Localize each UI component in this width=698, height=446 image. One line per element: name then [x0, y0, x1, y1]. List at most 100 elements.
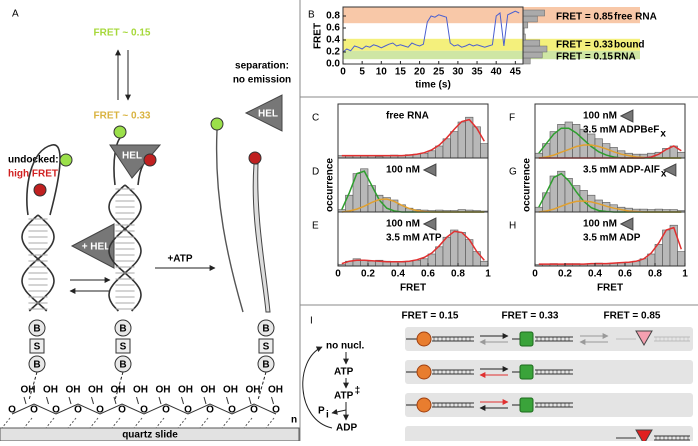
label: OH: [223, 385, 238, 396]
label: quartz slide: [122, 430, 178, 441]
helicase-icon: [422, 163, 437, 177]
subscript: x: [661, 169, 667, 180]
label: OH: [43, 385, 58, 396]
dye: [210, 117, 224, 131]
condition: 100 nM: [386, 165, 420, 176]
silane: [177, 417, 187, 429]
y-axis-title: occurrence: [325, 158, 336, 212]
label: O: [8, 405, 16, 416]
marginal-bar: [522, 15, 538, 23]
rna-single: [215, 129, 244, 313]
x-axis-title: time (s): [415, 80, 451, 91]
x-axis-title: FRET: [597, 283, 623, 294]
x-tick-label: 30: [452, 67, 464, 78]
y-tick-label: 0.0: [326, 59, 340, 70]
histogram-bar: [442, 236, 451, 267]
bond: [181, 396, 184, 405]
helicase-closed: [519, 331, 534, 347]
plot-frame: [342, 6, 524, 65]
label: B: [262, 360, 269, 371]
bond: [203, 396, 207, 405]
dye: [113, 125, 127, 139]
label: FRET = 0.15: [556, 52, 613, 63]
label: OH: [111, 385, 126, 396]
label: ‡: [355, 386, 361, 397]
helicase-open: [416, 331, 432, 347]
bond: [91, 396, 94, 405]
y-tick-label: 0.2: [326, 47, 340, 58]
x-tick-label: 20: [414, 67, 426, 78]
fit-curve: [341, 118, 485, 157]
label: O: [162, 405, 170, 416]
x-tick-label: 0.6: [421, 269, 435, 280]
silane: [199, 417, 209, 429]
helicase-icon: [619, 109, 634, 123]
rna-strand: [21, 214, 55, 312]
line: [331, 408, 347, 415]
silane: [89, 417, 99, 429]
label: high FRET: [8, 169, 58, 180]
x-tick-label: 5: [359, 67, 365, 78]
silane: [1, 417, 11, 429]
label: I: [310, 316, 313, 327]
histogram-bar: [427, 150, 436, 159]
subscript: x: [660, 129, 666, 140]
label: +ATP: [167, 254, 192, 265]
label: O: [250, 405, 258, 416]
label: HEL: [258, 109, 278, 120]
marginal-bar: [522, 39, 541, 47]
histogram-bar: [427, 253, 436, 267]
label: ATP: [334, 391, 354, 402]
condition: 100 nM: [386, 219, 420, 230]
panel-label: D: [312, 167, 319, 178]
label: OH: [178, 385, 193, 396]
histogram-bar: [677, 151, 686, 159]
silane: [23, 417, 33, 429]
label: O: [118, 405, 126, 416]
plot-frame: [337, 211, 489, 267]
label: S: [34, 342, 41, 353]
label: OH: [201, 385, 216, 396]
label: FRET ~ 0.33: [94, 111, 151, 122]
helicase: [70, 223, 115, 269]
biotin: [257, 319, 275, 337]
condition: 100 nM: [583, 111, 617, 122]
bond: [46, 396, 49, 405]
rna-strand: [108, 184, 142, 312]
panel-label: H: [509, 221, 516, 232]
bond: [158, 396, 162, 405]
helicase-open: [416, 364, 432, 380]
x-tick-label: 0: [532, 269, 538, 280]
marginal-bar: [522, 9, 545, 17]
rna-duplex: [252, 163, 271, 313]
condition: 100 nM: [583, 219, 617, 230]
marginal-bar: [522, 45, 548, 53]
marginal-bar: [522, 57, 531, 65]
streptavidin: [29, 338, 45, 354]
biotin: [114, 319, 132, 337]
helicase-open: [416, 397, 432, 413]
label: S: [263, 342, 270, 353]
histogram-bar: [457, 121, 466, 159]
label: O: [272, 405, 280, 416]
label: B: [33, 360, 40, 371]
condition: free RNA: [386, 111, 429, 122]
label: bound: [614, 39, 645, 50]
rna-strand: [108, 184, 142, 312]
bond: [23, 396, 27, 405]
label: O: [206, 405, 214, 416]
label: O: [52, 405, 60, 416]
silane: [45, 417, 55, 429]
x-tick-label: 1: [485, 269, 491, 280]
x-tick-label: 40: [491, 67, 503, 78]
label: FRET = 0.85: [604, 311, 661, 322]
label: i: [326, 410, 329, 421]
y-axis-title: occurrence: [522, 158, 533, 212]
x-tick-label: 15: [395, 67, 407, 78]
x-axis-title: FRET: [400, 283, 426, 294]
dye: [33, 183, 47, 197]
panel-label: G: [509, 167, 517, 178]
streptavidin: [258, 338, 274, 354]
label: O: [96, 405, 104, 416]
